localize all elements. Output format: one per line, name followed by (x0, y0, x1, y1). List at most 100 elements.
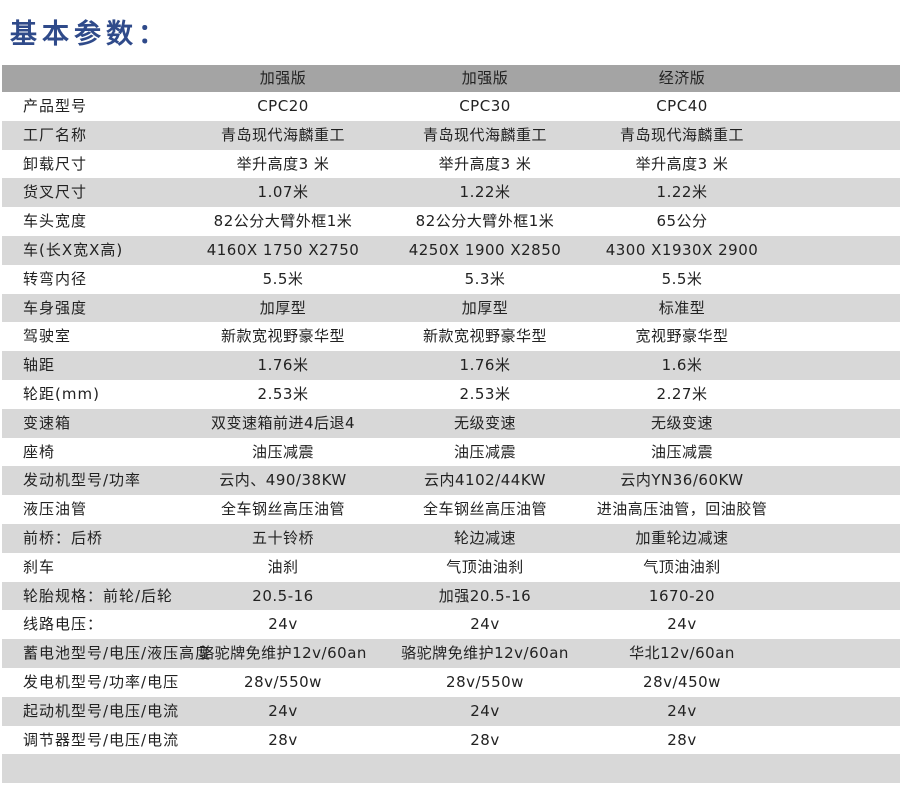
table-row: 车(长X宽X高) 4160X 1750 X2750 4250X 1900 X2850… (2, 235, 900, 265)
cell-value: 28v (268, 730, 298, 749)
row-label: 线路电压： (23, 615, 104, 634)
row-label: 蓄电池型号/电压/液压高度 (23, 644, 212, 663)
table-footer-row (2, 754, 900, 784)
cell-value: 28v (470, 730, 500, 749)
cell-value: 宽视野豪华型 (635, 327, 729, 346)
cell-value: 28v/450w (643, 672, 721, 691)
header-cell: 经济版 (658, 69, 706, 87)
table-row: 货叉尺寸 1.07米 1.22米 1.22米 (2, 178, 900, 208)
row-label: 轮胎规格：前轮/后轮 (23, 586, 174, 605)
cell-value: 28v/550w (446, 672, 524, 691)
row-label: 发电机型号/功率/电压 (23, 672, 180, 691)
cell-value: 加重轮边减速 (635, 528, 729, 547)
table-row: 产品型号 CPC20 CPC30 CPC40 (2, 92, 900, 121)
cell-value: 2.53米 (459, 384, 511, 403)
cell-value: 24v (667, 615, 697, 634)
row-label: 起动机型号/电压/电流 (23, 701, 180, 720)
cell-value: 华北12v/60an (629, 644, 735, 663)
cell-value: 举升高度3 米 (635, 154, 729, 173)
cell-value: 新款宽视野豪华型 (220, 327, 345, 346)
cell-value: CPC20 (257, 97, 309, 115)
cell-value: 骆驼牌免维护12v/60an (401, 644, 569, 663)
cell-value: 4250X 1900 X2850 (408, 240, 562, 259)
cell-value: 24v (667, 701, 697, 720)
table-row: 车身强度 加厚型 加厚型 标准型 (2, 293, 900, 323)
cell-value: 气顶油油刹 (643, 557, 721, 576)
row-label: 货叉尺寸 (23, 183, 88, 202)
cell-value: 气顶油油刹 (446, 557, 524, 576)
cell-value: 1670-20 (648, 586, 716, 605)
cell-value: 五十铃桥 (251, 528, 314, 547)
cell-value: 20.5-16 (252, 586, 314, 605)
table-row: 刹车 油刹 气顶油油刹 气顶油油刹 (2, 553, 900, 582)
table-row: 转弯内径 5.5米 5.3米 5.5米 (2, 265, 900, 294)
cell-value: 28v/550w (244, 672, 322, 691)
spec-table: 加强版 加强版 经济版 产品型号 CPC20 CPC30 CPC40 工厂名称 青岛现代海… (2, 65, 900, 784)
table-row: 座椅 油压减震 油压减震 油压减震 (2, 438, 900, 467)
cell-value: 标准型 (658, 298, 706, 317)
row-label: 驾驶室 (23, 327, 72, 346)
table-row: 线路电压： 24v 24v 24v (2, 610, 900, 639)
table-row: 轴距 1.76米 1.76米 1.6米 (2, 351, 900, 380)
cell-value: 青岛现代海麟重工 (220, 125, 345, 144)
table-row: 轮距(mm) 2.53米 2.53米 2.27米 (2, 380, 900, 409)
row-label: 卸载尺寸 (23, 154, 88, 173)
row-label: 轴距 (23, 356, 56, 375)
cell-value: 加厚型 (259, 298, 307, 317)
table-row: 发动机型号/功率 云内、490/38KW 云内4102/44KW 云内YN36/60K… (2, 466, 900, 496)
cell-value: 24v (470, 701, 500, 720)
cell-value: 5.3米 (464, 269, 506, 288)
cell-value: 轮边减速 (453, 528, 516, 547)
cell-value: 1.22米 (656, 183, 708, 202)
table-row: 前桥：后桥 五十铃桥 轮边减速 加重轮边减速 (2, 523, 900, 553)
cell-value: 4160X 1750 X2750 (206, 240, 360, 259)
cell-value: 云内4102/44KW (424, 471, 546, 490)
cell-value: 24v (268, 615, 298, 634)
cell-value: 无级变速 (453, 413, 516, 432)
header-cell: 加强版 (461, 69, 509, 87)
cell-value: 新款宽视野豪华型 (422, 327, 547, 346)
cell-value: 1.07米 (257, 183, 309, 202)
cell-value: 油压减震 (650, 442, 713, 461)
row-label: 车(长X宽X高) (23, 240, 124, 259)
cell-value: 加厚型 (461, 298, 509, 317)
cell-value: 82公分大臂外框1米 (415, 212, 555, 231)
row-label: 调节器型号/电压/电流 (23, 730, 180, 749)
cell-value: 进油高压油管，回油胶管 (596, 500, 768, 519)
table-row: 卸载尺寸 举升高度3 米 举升高度3 米 举升高度3 米 (2, 150, 900, 179)
cell-value: 5.5米 (661, 269, 703, 288)
table-row: 车头宽度 82公分大臂外框1米 82公分大臂外框1米 65公分 (2, 207, 900, 236)
table-header: 加强版 加强版 经济版 (2, 65, 900, 92)
cell-value: 青岛现代海麟重工 (422, 125, 547, 144)
cell-value: 1.76米 (257, 356, 309, 375)
table-row: 发电机型号/功率/电压 28v/550w 28v/550w 28v/450w (2, 668, 900, 697)
table-row: 轮胎规格：前轮/后轮 20.5-16 加强20.5-16 1670-20 (2, 581, 900, 611)
table-row: 变速箱 双变速箱前进4后退4 无级变速 无级变速 (2, 408, 900, 438)
cell-value: 举升高度3 米 (438, 154, 532, 173)
cell-value: 油压减震 (453, 442, 516, 461)
cell-value: 4300 X1930X 2900 (605, 240, 759, 259)
header-cell: 加强版 (259, 69, 307, 87)
cell-value: 24v (470, 615, 500, 634)
cell-value: 5.5米 (262, 269, 304, 288)
row-label: 发动机型号/功率 (23, 471, 142, 490)
row-label: 液压油管 (23, 500, 88, 519)
cell-value: CPC30 (459, 97, 511, 115)
cell-value: CPC40 (656, 97, 708, 115)
row-label: 车身强度 (23, 298, 88, 317)
cell-value: 1.6米 (661, 356, 703, 375)
cell-value: 油压减震 (251, 442, 314, 461)
cell-value: 2.27米 (656, 384, 708, 403)
cell-value: 云内、490/38KW (219, 471, 347, 490)
cell-value: 28v (667, 730, 697, 749)
table-row: 驾驶室 新款宽视野豪华型 新款宽视野豪华型 宽视野豪华型 (2, 322, 900, 351)
row-label: 轮距(mm) (23, 384, 100, 403)
cell-value: 2.53米 (257, 384, 309, 403)
row-label: 转弯内径 (23, 269, 88, 288)
row-label: 产品型号 (23, 97, 88, 115)
cell-value: 骆驼牌免维护12v/60an (199, 644, 367, 663)
cell-value: 云内YN36/60KW (620, 471, 744, 490)
row-label: 刹车 (23, 557, 56, 576)
cell-value: 1.22米 (459, 183, 511, 202)
cell-value: 24v (268, 701, 298, 720)
